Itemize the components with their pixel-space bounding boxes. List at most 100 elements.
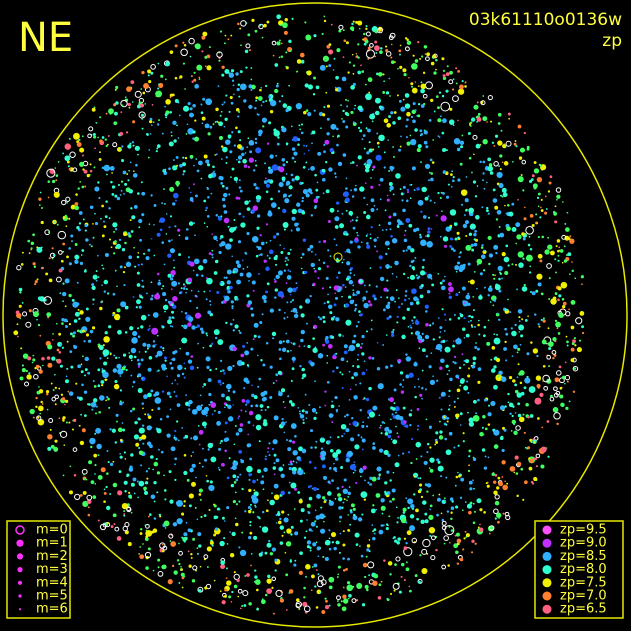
star — [213, 504, 217, 508]
star — [463, 385, 469, 391]
star — [349, 464, 356, 471]
star — [429, 379, 436, 385]
star — [222, 516, 225, 519]
star — [455, 374, 460, 379]
star — [248, 473, 252, 477]
star — [201, 50, 204, 53]
star — [515, 242, 517, 245]
star — [493, 444, 499, 449]
star — [280, 42, 283, 45]
star — [228, 110, 231, 113]
star — [349, 220, 352, 223]
star — [262, 363, 266, 367]
star — [303, 536, 307, 539]
star — [496, 486, 500, 490]
star — [153, 500, 156, 503]
star — [414, 128, 418, 132]
star — [465, 209, 468, 212]
star — [443, 313, 446, 316]
star — [15, 310, 20, 315]
star — [536, 273, 543, 280]
star — [409, 264, 412, 268]
star — [137, 252, 140, 254]
star — [203, 554, 209, 560]
star — [48, 278, 53, 283]
star — [86, 494, 93, 501]
star — [465, 333, 470, 338]
star — [225, 186, 229, 190]
star — [287, 395, 290, 398]
star — [472, 521, 476, 525]
star — [117, 490, 123, 496]
star — [409, 525, 415, 532]
star — [285, 609, 288, 611]
star — [291, 208, 297, 215]
star — [347, 557, 350, 561]
star — [157, 566, 160, 569]
star — [119, 193, 122, 196]
star — [95, 121, 98, 124]
star — [290, 173, 294, 177]
star — [365, 330, 369, 333]
star — [473, 238, 477, 241]
star — [305, 530, 308, 533]
star — [178, 550, 183, 556]
star — [200, 177, 203, 180]
star — [123, 510, 126, 513]
star — [145, 566, 149, 570]
star — [97, 454, 100, 457]
star — [239, 272, 244, 277]
star — [144, 103, 147, 105]
star — [365, 27, 368, 30]
star — [59, 292, 62, 294]
star — [48, 418, 54, 423]
star — [94, 147, 96, 150]
star — [330, 532, 337, 538]
star — [348, 399, 351, 401]
star — [199, 394, 202, 397]
star — [320, 506, 323, 509]
star — [341, 435, 344, 438]
star — [445, 72, 450, 77]
star — [429, 158, 433, 162]
star — [491, 346, 496, 350]
star — [581, 283, 583, 286]
star — [353, 371, 359, 377]
star — [266, 405, 270, 409]
star — [422, 538, 431, 548]
star — [360, 64, 362, 67]
star — [501, 376, 504, 378]
star — [449, 237, 453, 241]
star — [170, 270, 176, 276]
star — [370, 177, 372, 179]
star — [263, 259, 267, 263]
star — [141, 117, 143, 120]
star — [403, 425, 406, 428]
star — [333, 462, 335, 465]
star — [130, 347, 137, 354]
star — [169, 50, 174, 54]
star — [205, 475, 208, 477]
star — [468, 455, 471, 458]
star — [156, 428, 162, 434]
star — [459, 84, 464, 90]
star — [250, 211, 253, 214]
star — [468, 421, 475, 427]
star — [439, 326, 443, 330]
star — [554, 205, 557, 208]
star — [257, 385, 260, 388]
star — [123, 451, 126, 454]
star — [296, 70, 299, 73]
star — [416, 517, 419, 521]
star — [451, 500, 454, 503]
star — [65, 399, 69, 403]
star — [421, 387, 424, 390]
star — [462, 548, 465, 551]
star — [210, 402, 217, 408]
star — [438, 136, 441, 138]
star — [213, 533, 217, 537]
star — [288, 400, 293, 404]
star — [231, 131, 234, 134]
magnitude-marker — [16, 553, 24, 560]
